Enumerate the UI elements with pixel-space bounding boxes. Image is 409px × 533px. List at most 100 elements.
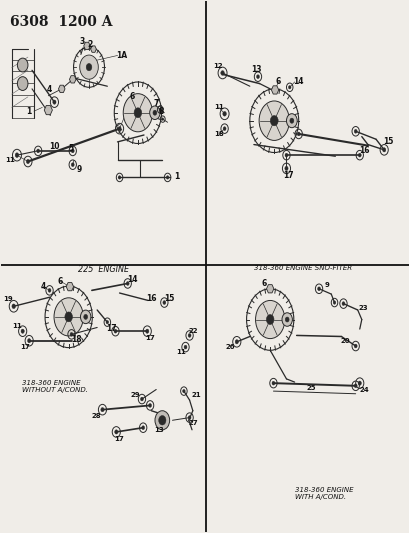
Circle shape — [288, 86, 290, 89]
Circle shape — [123, 94, 152, 132]
Text: 14: 14 — [293, 77, 303, 86]
Circle shape — [53, 100, 56, 104]
Text: 25: 25 — [306, 385, 315, 391]
Circle shape — [142, 426, 144, 430]
Circle shape — [188, 334, 191, 337]
Text: 4: 4 — [40, 282, 45, 291]
Polygon shape — [271, 86, 278, 94]
Circle shape — [182, 390, 185, 393]
Text: 318-360 ENGINE
WITHOUT A/COND.: 318-360 ENGINE WITHOUT A/COND. — [22, 381, 88, 393]
Circle shape — [159, 108, 161, 111]
Text: 2: 2 — [87, 40, 92, 49]
Circle shape — [220, 71, 224, 75]
Circle shape — [317, 287, 320, 290]
Circle shape — [153, 110, 156, 115]
Polygon shape — [66, 282, 73, 291]
Text: 20: 20 — [340, 338, 349, 344]
Circle shape — [83, 314, 88, 319]
Circle shape — [12, 304, 16, 309]
Text: 24: 24 — [359, 386, 369, 392]
Polygon shape — [83, 42, 90, 50]
Circle shape — [222, 111, 226, 116]
Circle shape — [148, 403, 151, 407]
Circle shape — [149, 106, 160, 119]
Circle shape — [222, 127, 225, 131]
Circle shape — [101, 408, 104, 412]
Circle shape — [79, 55, 98, 79]
Text: 6: 6 — [261, 279, 266, 288]
Text: 18: 18 — [213, 131, 223, 137]
Circle shape — [188, 416, 191, 419]
Circle shape — [382, 148, 385, 152]
Circle shape — [341, 302, 344, 305]
Polygon shape — [266, 285, 273, 293]
Circle shape — [106, 320, 108, 324]
Text: 17: 17 — [114, 436, 124, 442]
Text: 16: 16 — [359, 147, 369, 156]
Text: 11: 11 — [175, 350, 185, 356]
Circle shape — [118, 126, 121, 131]
Circle shape — [17, 58, 28, 72]
Text: 17: 17 — [106, 324, 117, 333]
Circle shape — [289, 118, 293, 123]
Circle shape — [353, 130, 356, 133]
Circle shape — [184, 345, 187, 349]
Circle shape — [357, 154, 360, 157]
Circle shape — [161, 118, 163, 120]
Text: 1A: 1A — [116, 51, 127, 60]
Text: 18: 18 — [71, 335, 82, 344]
Text: 13: 13 — [250, 64, 261, 74]
Text: 13: 13 — [154, 427, 164, 433]
Circle shape — [134, 108, 142, 118]
Text: 17: 17 — [283, 171, 294, 180]
Circle shape — [115, 430, 118, 434]
Circle shape — [297, 132, 299, 136]
Text: 6308  1200 A: 6308 1200 A — [10, 14, 112, 29]
Circle shape — [71, 149, 74, 153]
Text: 28: 28 — [91, 413, 101, 419]
Circle shape — [353, 344, 356, 348]
Circle shape — [114, 329, 117, 333]
Polygon shape — [69, 76, 76, 83]
Circle shape — [284, 154, 287, 157]
Text: 15: 15 — [164, 294, 174, 303]
Polygon shape — [90, 46, 96, 52]
Circle shape — [271, 381, 274, 385]
Text: 10: 10 — [49, 142, 60, 151]
Text: 4: 4 — [47, 85, 52, 94]
Circle shape — [166, 176, 169, 179]
Text: 19: 19 — [3, 296, 12, 302]
Circle shape — [158, 416, 166, 425]
Text: 9: 9 — [76, 166, 81, 174]
Circle shape — [162, 301, 165, 304]
Text: 7: 7 — [153, 99, 159, 108]
Text: 21: 21 — [191, 392, 200, 398]
Text: 3: 3 — [79, 37, 85, 46]
Text: 225  ENGINE: 225 ENGINE — [78, 265, 128, 274]
Text: 318-360 ENGINE
WITH A/COND.: 318-360 ENGINE WITH A/COND. — [294, 487, 352, 499]
Circle shape — [145, 329, 148, 333]
Circle shape — [65, 312, 72, 322]
Text: 11: 11 — [12, 323, 22, 329]
Circle shape — [36, 149, 40, 153]
Circle shape — [48, 288, 51, 292]
Text: 17: 17 — [145, 335, 155, 341]
Text: 9: 9 — [324, 282, 329, 288]
Text: 11: 11 — [6, 157, 15, 164]
Circle shape — [26, 159, 29, 164]
Polygon shape — [44, 106, 52, 115]
Text: 1: 1 — [27, 107, 32, 116]
Text: 27: 27 — [188, 420, 197, 426]
Text: 23: 23 — [357, 305, 367, 311]
Circle shape — [353, 384, 356, 387]
Text: 16: 16 — [146, 294, 156, 303]
Text: 1: 1 — [173, 172, 179, 181]
Circle shape — [258, 101, 289, 140]
Circle shape — [21, 329, 24, 333]
Text: 17: 17 — [20, 344, 30, 350]
Circle shape — [70, 333, 73, 336]
Text: 6: 6 — [275, 77, 280, 86]
Circle shape — [285, 317, 288, 322]
Polygon shape — [58, 85, 65, 93]
Text: 5: 5 — [68, 144, 73, 154]
